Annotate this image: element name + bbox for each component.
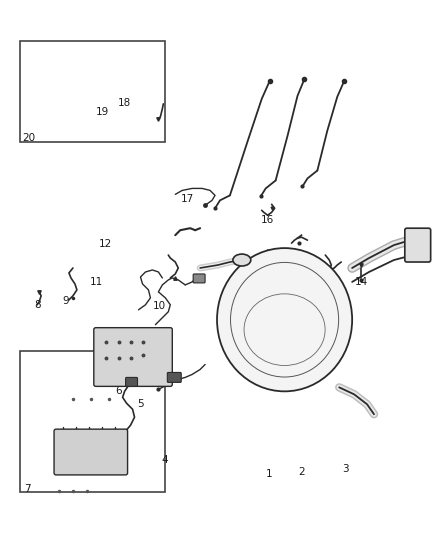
Text: 2: 2 [298,467,305,477]
Text: 3: 3 [342,464,349,474]
FancyBboxPatch shape [94,328,172,386]
Text: 7: 7 [24,484,31,494]
Text: 15: 15 [261,261,274,270]
Text: 13: 13 [304,276,317,286]
Text: 4: 4 [161,455,168,465]
FancyBboxPatch shape [54,429,127,475]
Text: 9: 9 [63,296,69,306]
Text: 16: 16 [261,215,274,225]
FancyBboxPatch shape [167,373,181,382]
Text: 19: 19 [96,107,109,117]
Text: 1: 1 [266,470,272,479]
Text: 6: 6 [116,386,122,396]
FancyBboxPatch shape [193,274,205,283]
Text: 11: 11 [90,277,103,287]
Bar [20,351,166,492]
Text: 10: 10 [152,301,166,311]
Ellipse shape [233,254,251,266]
Text: 17: 17 [181,193,194,204]
FancyBboxPatch shape [126,377,138,386]
Text: 8: 8 [34,300,40,310]
Ellipse shape [217,248,352,391]
Text: 5: 5 [138,399,144,409]
FancyBboxPatch shape [405,228,431,262]
Text: 12: 12 [99,239,113,249]
Text: 20: 20 [22,133,35,143]
Text: 18: 18 [117,98,131,108]
Text: 14: 14 [355,277,368,287]
Bar [20,41,166,142]
